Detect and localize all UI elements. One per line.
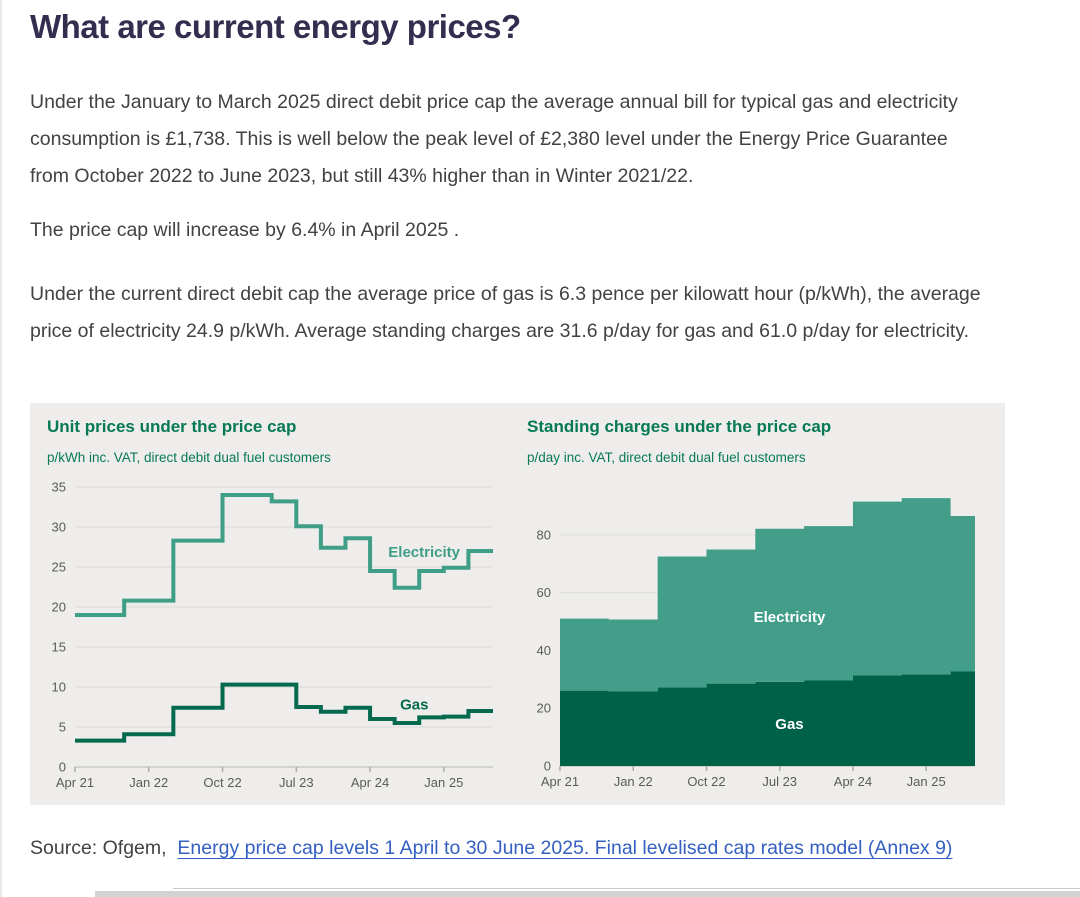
gas-area xyxy=(560,671,975,766)
bottom-divider xyxy=(95,891,1080,897)
y-tick-label: 15 xyxy=(52,640,66,655)
gas-line xyxy=(75,682,493,743)
y-tick-label: 20 xyxy=(52,600,66,615)
page-title: What are current energy prices? xyxy=(30,8,521,45)
y-tick-label: 5 xyxy=(59,720,66,735)
chart-unit-prices: Unit prices under the price cap p/kWh in… xyxy=(47,417,517,797)
x-tick-label: Apr 21 xyxy=(541,774,579,789)
y-tick-label: 0 xyxy=(59,760,66,775)
x-tick-label: Jan 22 xyxy=(614,774,653,789)
source-prefix: Source: Ofgem, xyxy=(30,837,167,859)
divider-hairline xyxy=(173,888,1080,889)
y-tick-label: 10 xyxy=(52,680,66,695)
y-tick-label: 20 xyxy=(537,701,551,716)
y-tick-label: 30 xyxy=(52,520,66,535)
x-tick-label: Jan 22 xyxy=(129,775,168,790)
chart-title: Unit prices under the price cap xyxy=(47,417,297,436)
x-tick-label: Oct 22 xyxy=(687,774,725,789)
y-tick-label: 25 xyxy=(52,560,66,575)
gas-series-label: Gas xyxy=(400,697,428,714)
price-increase-paragraph: The price cap will increase by 6.4% in A… xyxy=(30,219,460,241)
chart-title: Standing charges under the price cap xyxy=(527,417,832,436)
y-tick-label: 0 xyxy=(544,759,551,774)
x-tick-label: Apr 21 xyxy=(56,775,94,790)
chart-standing-charges: Standing charges under the price cap p/d… xyxy=(527,417,997,797)
chart-subtitle: p/day inc. VAT, direct debit dual fuel c… xyxy=(527,450,806,465)
electricity-series-label: Electricity xyxy=(388,544,460,561)
unit-prices-paragraph: Under the current direct debit cap the a… xyxy=(30,283,981,342)
y-tick-label: 60 xyxy=(537,585,551,600)
unit-prices-chart-svg: 0 5 10 15 20 25 30 35 Apr 21 Jan 22 Oct 22 Jul 23 Ap… xyxy=(52,480,493,790)
x-tick-label: Oct 22 xyxy=(203,775,241,790)
x-tick-label: Apr 24 xyxy=(351,775,389,790)
source-link[interactable]: Energy price cap levels 1 April to 30 Ju… xyxy=(177,837,953,859)
electricity-series-label: Electricity xyxy=(754,609,826,626)
chart-subtitle: p/kWh inc. VAT, direct debit dual fuel c… xyxy=(47,450,331,465)
electricity-line xyxy=(75,493,493,617)
intro-paragraph: Under the January to March 2025 direct d… xyxy=(30,91,958,187)
figure-panel: Unit prices under the price cap p/kWh in… xyxy=(30,403,1005,805)
page-left-edge xyxy=(0,0,2,897)
y-tick-label: 80 xyxy=(537,527,551,542)
x-tick-label: Jul 23 xyxy=(762,774,797,789)
source-line: Source: Ofgem, Energy price cap levels 1… xyxy=(30,830,978,866)
x-tick-label: Apr 24 xyxy=(834,774,872,789)
x-tick-label: Jan 25 xyxy=(424,775,463,790)
x-tick-label: Jul 23 xyxy=(279,775,314,790)
gas-series-label: Gas xyxy=(775,716,803,733)
electricity-area xyxy=(560,498,975,692)
y-tick-label: 40 xyxy=(537,643,551,658)
y-tick-label: 35 xyxy=(52,480,66,495)
x-tick-label: Jan 25 xyxy=(907,774,946,789)
standing-charges-chart-svg: 0 20 40 60 80 Apr 21 Jan 22 Oct 22 Jul 23 Apr 24 J… xyxy=(537,498,975,789)
